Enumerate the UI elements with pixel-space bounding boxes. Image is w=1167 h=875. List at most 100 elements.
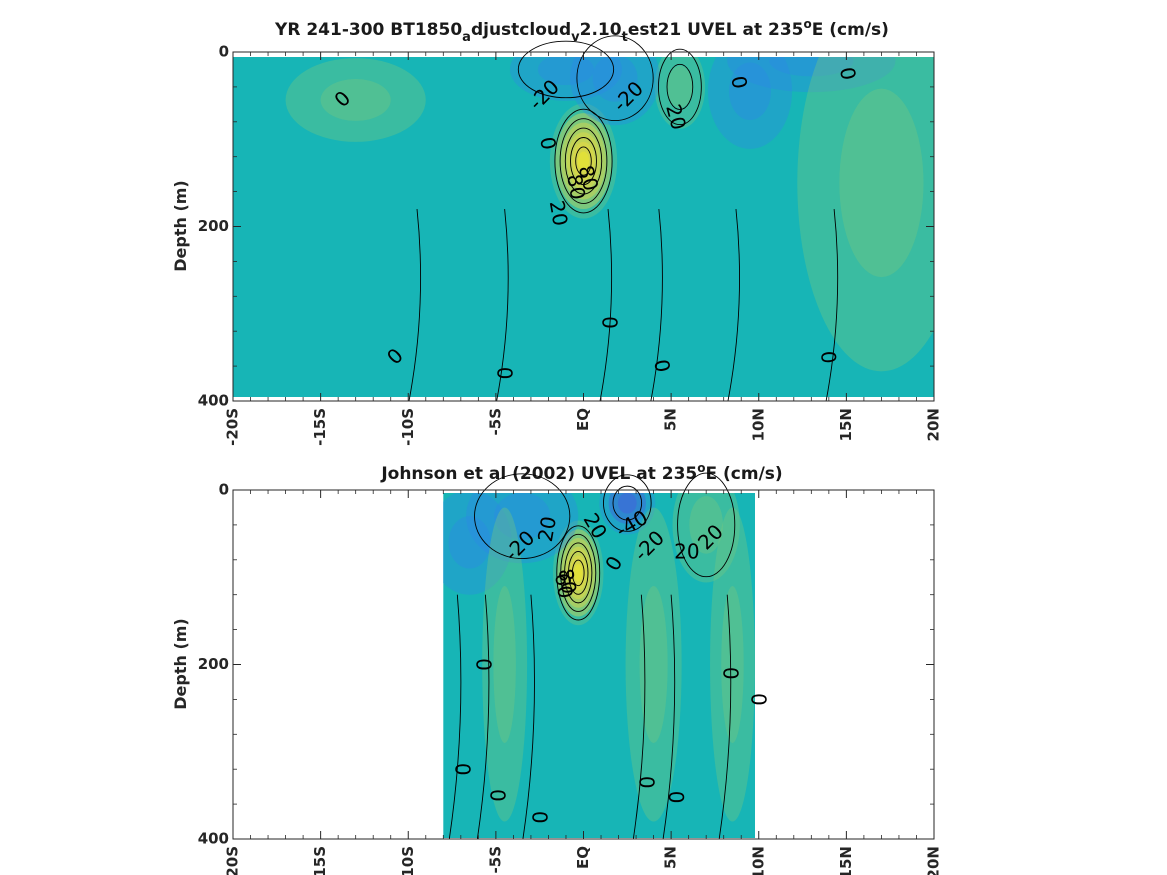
contour-label: 60 xyxy=(550,571,578,600)
x-tick-label: 15N xyxy=(837,846,855,875)
field-anomaly-1 xyxy=(654,57,706,129)
y-tick-label: 0 xyxy=(219,481,229,499)
contour-line xyxy=(517,40,615,99)
contour-label: 0 xyxy=(634,776,658,789)
panel-model-field xyxy=(233,57,934,397)
panel-obs-field xyxy=(443,493,755,838)
contour-label: 0 xyxy=(492,367,516,380)
contour-label: 0 xyxy=(835,65,861,82)
contour-label: 0 xyxy=(535,135,561,152)
panel-obs: Johnson et al (2002) UVEL at 235oE (cm/s… xyxy=(171,461,943,875)
panel-model: YR 241-300 BT1850adjustcloudv2.10test21 … xyxy=(171,17,943,446)
contour-label: 0 xyxy=(746,693,770,706)
contour-label: 0 xyxy=(726,74,752,91)
field-anomaly-4 xyxy=(707,57,793,149)
x-tick-label: -20S xyxy=(224,846,242,875)
contour-line xyxy=(474,473,571,560)
field-anomaly-3 xyxy=(570,57,660,126)
contour-label: 20 xyxy=(674,539,699,563)
contour-label: 0 xyxy=(718,667,742,680)
contour-line xyxy=(612,485,643,521)
contour-line xyxy=(560,533,597,612)
x-tick-label: 10N xyxy=(749,846,767,875)
contour-line xyxy=(677,472,736,578)
y-tick-label: 400 xyxy=(198,392,229,410)
contour-line-zero xyxy=(448,594,462,840)
field-anomaly-6 xyxy=(285,58,426,142)
contour-line-zero xyxy=(476,594,490,840)
contour-line xyxy=(571,559,585,587)
contour-line xyxy=(559,118,608,204)
contour-line-zero xyxy=(727,209,740,402)
field-anomaly-2 xyxy=(466,493,579,564)
contour-label: 0 xyxy=(598,316,622,329)
contour-label: 0 xyxy=(485,789,509,802)
contour-line xyxy=(575,146,592,176)
contour-label: 0 xyxy=(649,357,675,374)
contour-label: 20 xyxy=(533,514,561,543)
contour-line xyxy=(556,525,601,621)
x-tick-label: 5N xyxy=(662,846,680,869)
contour-label: 20 xyxy=(545,199,573,228)
x-tick-label: -15S xyxy=(311,846,329,875)
field-anomaly-4 xyxy=(443,493,512,595)
contour-label: 0 xyxy=(816,350,841,365)
field-anomaly-7 xyxy=(710,507,755,822)
contour-line xyxy=(603,474,652,532)
field-background xyxy=(443,493,755,838)
x-tick-label: -10S xyxy=(399,846,417,875)
contour-line-zero xyxy=(496,209,509,402)
field-background xyxy=(233,57,934,397)
x-tick-label: 5N xyxy=(662,408,680,431)
contour-line-zero xyxy=(662,594,676,840)
panel-model-ylabel: Depth (m) xyxy=(171,180,190,272)
contour-line xyxy=(576,35,654,122)
contour-label: 0 xyxy=(450,763,474,776)
contour-line-zero xyxy=(825,209,839,402)
y-tick-label: 0 xyxy=(219,43,229,61)
x-tick-label: -20S xyxy=(224,408,242,446)
x-tick-label: EQ xyxy=(574,846,592,869)
field-anomaly-7 xyxy=(797,57,934,372)
contour-label: 0 xyxy=(664,791,688,804)
field-anomaly-6 xyxy=(482,507,528,822)
x-tick-label: -10S xyxy=(399,408,417,446)
contour-line-zero xyxy=(408,209,422,402)
field-anomaly-5 xyxy=(625,507,682,822)
contour-line xyxy=(666,63,694,110)
contour-label: 0 xyxy=(527,811,551,824)
panel-model-title: YR 241-300 BT1850adjustcloudv2.10test21 … xyxy=(274,17,889,45)
contour-line xyxy=(657,48,702,126)
x-tick-label: -5S xyxy=(486,408,504,435)
x-tick-label: 20N xyxy=(925,846,943,875)
panel-obs-ylabel: Depth (m) xyxy=(171,618,190,710)
contour-line-zero xyxy=(599,209,613,402)
field-anomaly-2 xyxy=(509,57,623,101)
contour-label: 0 xyxy=(471,658,495,671)
x-tick-label: -15S xyxy=(311,408,329,446)
contour-line-zero xyxy=(718,594,732,840)
field-anomaly-3 xyxy=(672,493,740,583)
field-anomaly-5 xyxy=(727,57,896,93)
contour-line xyxy=(570,137,597,186)
x-tick-label: -5S xyxy=(486,846,504,873)
x-tick-label: 20N xyxy=(925,408,943,441)
y-tick-label: 200 xyxy=(198,217,229,235)
contour-label: 80 xyxy=(553,567,581,596)
contour-line xyxy=(564,127,603,195)
contour-line xyxy=(564,542,593,604)
contour-line-zero xyxy=(650,209,663,402)
contour-line xyxy=(554,108,613,214)
contour-line-zero xyxy=(522,594,535,840)
x-tick-label: 15N xyxy=(837,408,855,441)
contour-line xyxy=(568,551,589,595)
contour-line-zero xyxy=(632,594,646,840)
y-tick-label: 400 xyxy=(198,830,229,848)
panel-obs-title: Johnson et al (2002) UVEL at 235oE (cm/s… xyxy=(380,461,782,484)
x-tick-label: EQ xyxy=(574,408,592,431)
